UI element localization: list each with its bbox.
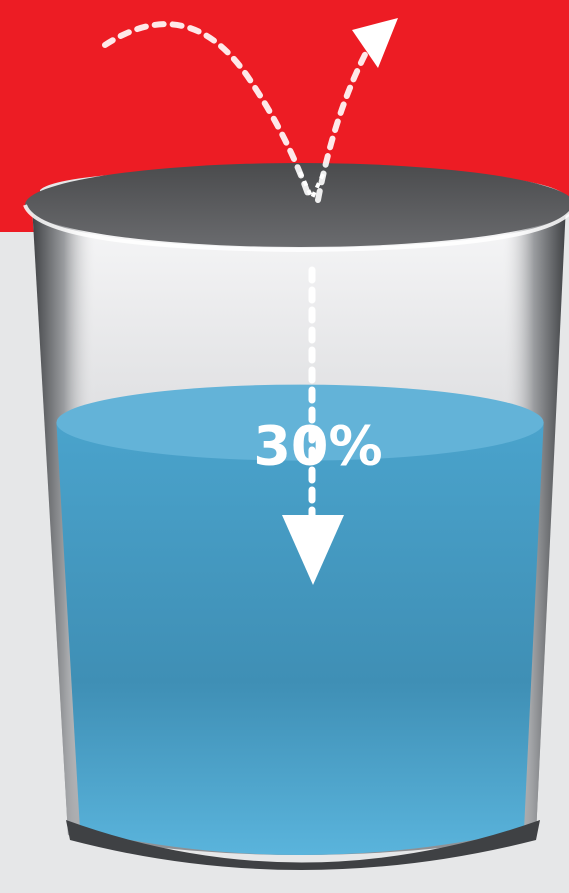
liquid-body — [56, 422, 544, 855]
cup-base-rim — [66, 820, 540, 870]
arrowhead-up — [352, 18, 398, 68]
fill-percentage-label: 30% — [253, 415, 382, 478]
straight-dotted-arrow-icon — [282, 266, 344, 585]
cup-opening-lip — [23, 204, 569, 253]
arrowhead-down — [282, 515, 344, 585]
liquid-fill — [56, 384, 544, 855]
red-background-band — [0, 0, 569, 232]
curved-dotted-arrow-icon — [102, 18, 398, 203]
cup-opening — [25, 163, 569, 247]
liquid-surface — [56, 384, 544, 461]
